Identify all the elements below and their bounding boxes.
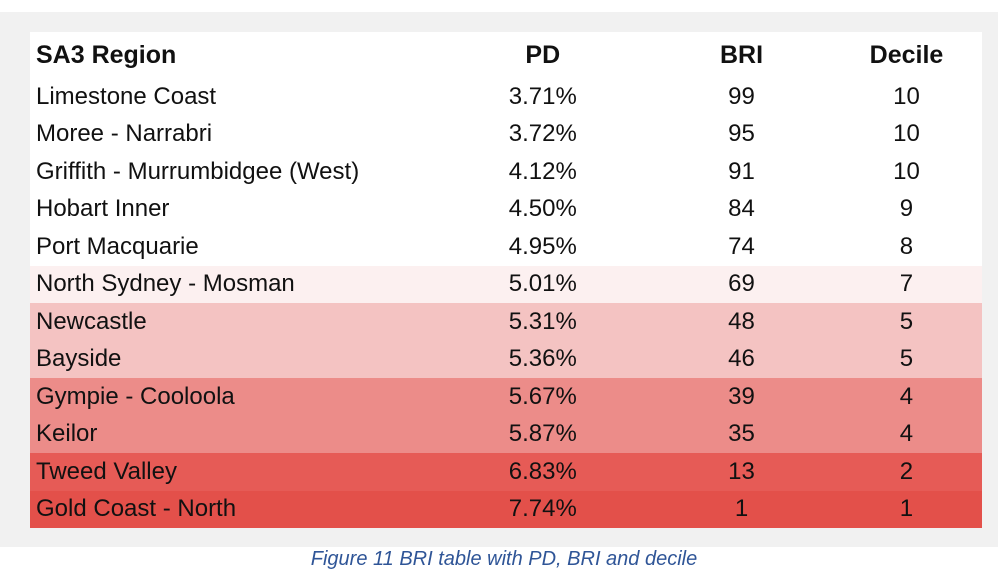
cell-pd: 3.72% — [508, 120, 577, 148]
cell-bri: 99 — [728, 82, 755, 110]
cell-region: Moree - Narrabri — [36, 120, 213, 148]
cell-region: Gold Coast - North — [36, 495, 237, 523]
cell-decile: 8 — [899, 232, 914, 260]
cell-decile: 10 — [893, 82, 920, 110]
header-pd: PD — [525, 40, 561, 69]
cell-bri: 1 — [734, 495, 749, 523]
cell-pd: 5.87% — [508, 420, 577, 448]
table-header: SA3 Region PD BRI Decile — [30, 32, 982, 78]
header-region: SA3 Region — [36, 40, 177, 69]
table-row: Hobart Inner 4.50% 84 9 — [30, 190, 982, 228]
cell-pd: 4.12% — [508, 157, 577, 185]
cell-decile: 4 — [899, 420, 914, 448]
cell-bri: 74 — [728, 232, 755, 260]
cell-decile: 7 — [899, 270, 914, 298]
table-row: Newcastle 5.31% 48 5 — [30, 303, 982, 341]
table-row: Limestone Coast 3.71% 99 10 — [30, 78, 982, 116]
cell-bri: 35 — [728, 420, 755, 448]
cell-bri: 46 — [728, 345, 755, 373]
cell-decile: 5 — [899, 345, 914, 373]
table-row: North Sydney - Mosman 5.01% 69 7 — [30, 265, 982, 303]
bri-table: SA3 Region PD BRI Decile Limestone Coast… — [30, 32, 982, 528]
cell-pd: 6.83% — [508, 457, 577, 485]
table-row: Tweed Valley 6.83% 13 2 — [30, 453, 982, 491]
cell-region: Gympie - Cooloola — [36, 382, 235, 410]
cell-pd: 4.50% — [508, 195, 577, 223]
cell-bri: 91 — [728, 157, 755, 185]
cell-bri: 95 — [728, 120, 755, 148]
table-body: Limestone Coast 3.71% 99 10 Moree - Narrabri… — [30, 78, 982, 528]
header-decile: Decile — [869, 40, 944, 69]
cell-pd: 5.36% — [508, 345, 577, 373]
cell-decile: 9 — [899, 195, 914, 223]
cell-region: Newcastle — [36, 307, 147, 335]
cell-decile: 1 — [899, 495, 914, 523]
cell-bri: 39 — [728, 382, 755, 410]
table-row: Port Macquarie 4.95% 74 8 — [30, 228, 982, 266]
cell-pd: 5.67% — [508, 382, 577, 410]
cell-pd: 7.74% — [508, 495, 577, 523]
cell-region: Griffith - Murrumbidgee (West) — [36, 157, 360, 185]
cell-region: Limestone Coast — [36, 82, 217, 110]
cell-region: Keilor — [36, 420, 98, 448]
cell-region: Bayside — [36, 345, 122, 373]
header-bri: BRI — [719, 40, 764, 69]
cell-decile: 2 — [899, 457, 914, 485]
table-row: Bayside 5.36% 46 5 — [30, 340, 982, 378]
cell-decile: 10 — [893, 120, 920, 148]
cell-region: North Sydney - Mosman — [36, 270, 295, 298]
table-row: Gold Coast - North 7.74% 1 1 — [30, 490, 982, 528]
table-row: Moree - Narrabri 3.72% 95 10 — [30, 115, 982, 153]
cell-decile: 10 — [893, 157, 920, 185]
cell-bri: 13 — [728, 457, 755, 485]
cell-region: Hobart Inner — [36, 195, 170, 223]
cell-bri: 84 — [728, 195, 755, 223]
table-row: Griffith - Murrumbidgee (West) 4.12% 91 10 — [30, 153, 982, 191]
cell-pd: 4.95% — [508, 232, 577, 260]
cell-pd: 5.01% — [508, 270, 577, 298]
cell-pd: 5.31% — [508, 307, 577, 335]
figure-caption: Figure 11 BRI table with PD, BRI and dec… — [310, 548, 698, 570]
cell-pd: 3.71% — [508, 82, 577, 110]
cell-decile: 5 — [899, 307, 914, 335]
table-row: Gympie - Cooloola 5.67% 39 4 — [30, 378, 982, 416]
cell-region: Port Macquarie — [36, 232, 199, 260]
cell-bri: 48 — [728, 307, 755, 335]
table-row: Keilor 5.87% 35 4 — [30, 415, 982, 453]
cell-region: Tweed Valley — [36, 457, 177, 485]
cell-bri: 69 — [728, 270, 755, 298]
cell-decile: 4 — [899, 382, 914, 410]
